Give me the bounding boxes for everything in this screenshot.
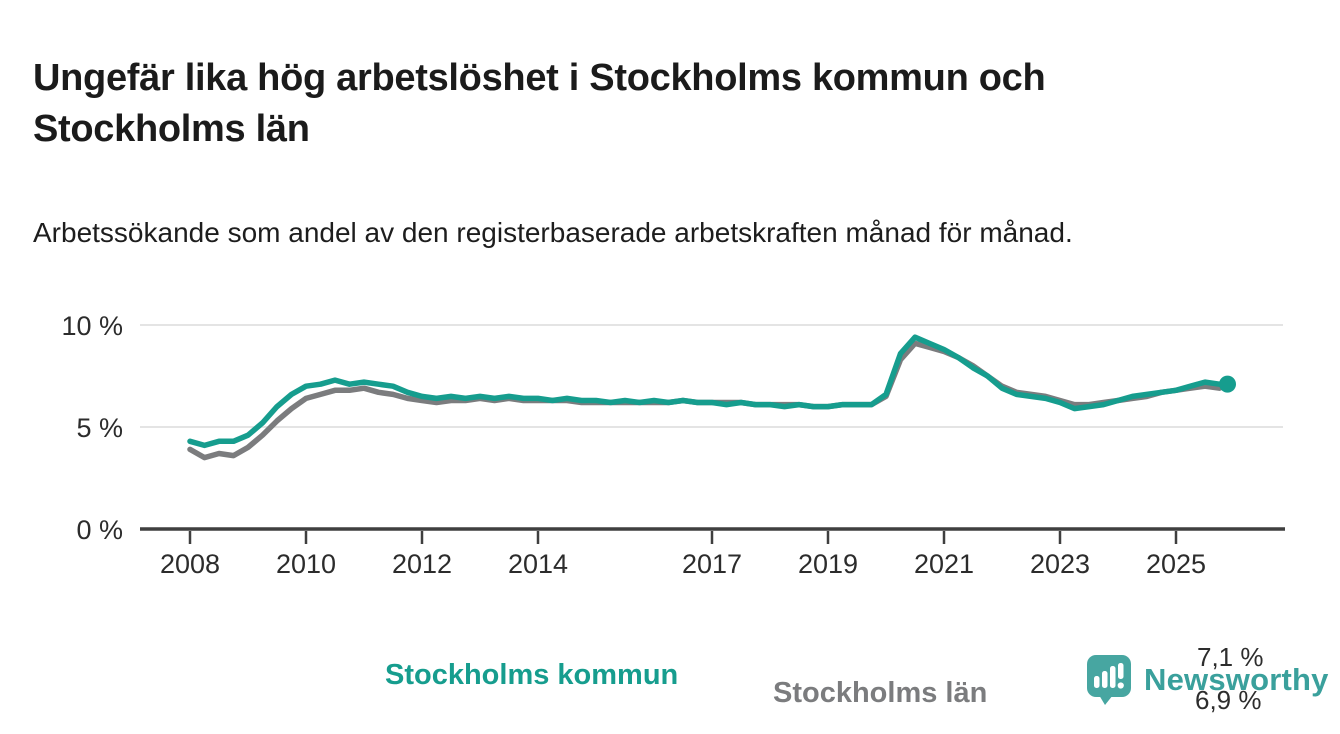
y-tick-label: 0 % [76, 515, 123, 545]
x-tick-label: 2010 [276, 549, 336, 579]
line-chart: 0 % 5 % 10 % 2008 2010 2012 2014 2017 2019 2021 20… [0, 295, 1340, 715]
line-kommun [187, 334, 1223, 449]
end-point-dot [1219, 375, 1236, 393]
x-tick-label: 2023 [1030, 549, 1090, 579]
x-tick-label: 2019 [798, 549, 858, 579]
end-value-lan: 6,9 % [1195, 685, 1262, 715]
chart-canvas: 0 % 5 % 10 % 2008 2010 2012 2014 2017 2019 2021 20… [61, 311, 1285, 579]
end-value-kommun: 7,1 % [1197, 642, 1264, 672]
chart-subtitle: Arbetssökande som andel av den registerb… [33, 217, 1073, 248]
x-tick-label: 2025 [1146, 549, 1206, 579]
y-tick-label: 10 % [61, 311, 123, 341]
x-tick-label: 2012 [392, 549, 452, 579]
brand-footer: Newsworthy [1086, 652, 1329, 708]
y-tick-label: 5 % [76, 413, 123, 443]
newsworthy-logo-icon [1087, 655, 1131, 705]
x-tick-label: 2017 [682, 549, 742, 579]
brand-name: Newsworthy [1144, 662, 1329, 697]
series-label-kommun: Stockholms kommun [385, 659, 679, 691]
chart-title: Ungefär lika hög arbetslöshet i Stockhol… [33, 57, 1046, 151]
x-tick-label: 2008 [160, 549, 220, 579]
series-label-lan: Stockholms län [773, 677, 988, 709]
x-tick-label: 2014 [508, 549, 568, 579]
x-tick-label: 2021 [914, 549, 974, 579]
